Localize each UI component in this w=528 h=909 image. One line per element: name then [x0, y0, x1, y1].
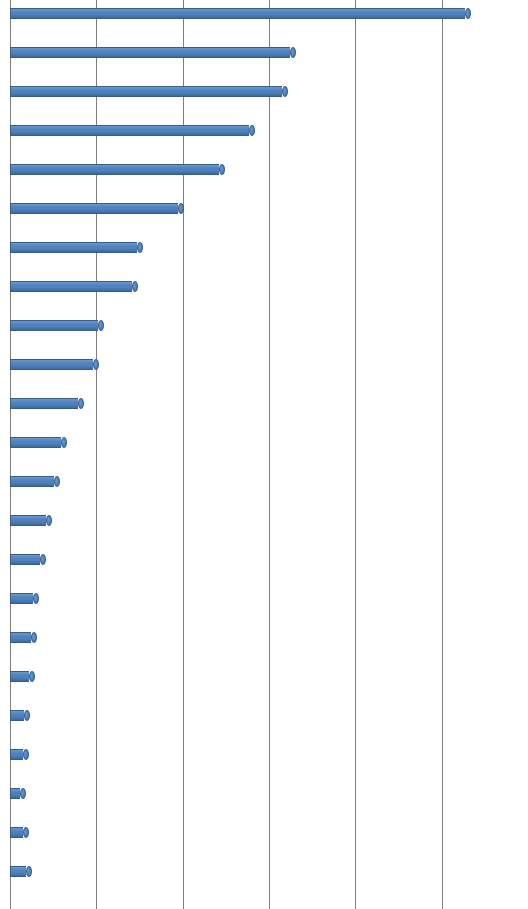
- bar-cap: [178, 203, 184, 214]
- bar: [10, 242, 143, 253]
- gridline: [96, 0, 97, 909]
- gridline: [269, 0, 270, 909]
- bar-cap: [40, 554, 46, 565]
- bar-cap: [31, 632, 37, 643]
- bar-body: [10, 866, 26, 877]
- bar-body: [10, 632, 31, 643]
- bar-body: [10, 125, 249, 136]
- bar-body: [10, 47, 290, 58]
- bar-cap: [290, 47, 296, 58]
- bar-cap: [98, 320, 104, 331]
- bar-body: [10, 827, 23, 838]
- bar: [10, 749, 29, 760]
- bar-cap: [46, 515, 52, 526]
- bar-cap: [282, 86, 288, 97]
- bar: [10, 125, 255, 136]
- bar: [10, 359, 99, 370]
- bar: [10, 86, 288, 97]
- bar-body: [10, 437, 61, 448]
- bar: [10, 632, 37, 643]
- bar-chart: [0, 0, 528, 909]
- bar-body: [10, 671, 29, 682]
- bar-cap: [132, 281, 138, 292]
- bar-cap: [23, 827, 29, 838]
- gridline: [183, 0, 184, 909]
- bar-body: [10, 398, 78, 409]
- bar-cap: [26, 866, 32, 877]
- bar-body: [10, 203, 178, 214]
- bar: [10, 320, 104, 331]
- bar-body: [10, 320, 98, 331]
- bar: [10, 788, 26, 799]
- bar-body: [10, 554, 40, 565]
- bar-cap: [465, 8, 471, 19]
- bar: [10, 866, 32, 877]
- bar-body: [10, 281, 132, 292]
- bar: [10, 554, 46, 565]
- bar-body: [10, 359, 93, 370]
- bar-body: [10, 749, 23, 760]
- bar-body: [10, 788, 20, 799]
- bar-body: [10, 710, 24, 721]
- bar: [10, 8, 471, 19]
- bar: [10, 827, 29, 838]
- bar-body: [10, 476, 54, 487]
- bar-cap: [78, 398, 84, 409]
- bar-body: [10, 86, 282, 97]
- bar-body: [10, 515, 46, 526]
- gridline: [355, 0, 356, 909]
- bar: [10, 281, 138, 292]
- bar: [10, 710, 30, 721]
- bar: [10, 476, 60, 487]
- bar: [10, 593, 39, 604]
- bar-body: [10, 164, 219, 175]
- bar-cap: [29, 671, 35, 682]
- bar-cap: [137, 242, 143, 253]
- bar: [10, 47, 296, 58]
- bar: [10, 164, 225, 175]
- gridline: [442, 0, 443, 909]
- bar-cap: [249, 125, 255, 136]
- bar-cap: [54, 476, 60, 487]
- bar-cap: [23, 749, 29, 760]
- bar: [10, 203, 184, 214]
- bar-cap: [93, 359, 99, 370]
- bar-cap: [20, 788, 26, 799]
- bar-cap: [33, 593, 39, 604]
- bar-body: [10, 593, 33, 604]
- bar-cap: [61, 437, 67, 448]
- bar-body: [10, 8, 465, 19]
- plot-area: [10, 0, 528, 909]
- bar: [10, 437, 67, 448]
- bar: [10, 671, 35, 682]
- bar-cap: [219, 164, 225, 175]
- gridline: [10, 0, 11, 909]
- bar: [10, 398, 84, 409]
- bar: [10, 515, 52, 526]
- bar-body: [10, 242, 137, 253]
- bar-cap: [24, 710, 30, 721]
